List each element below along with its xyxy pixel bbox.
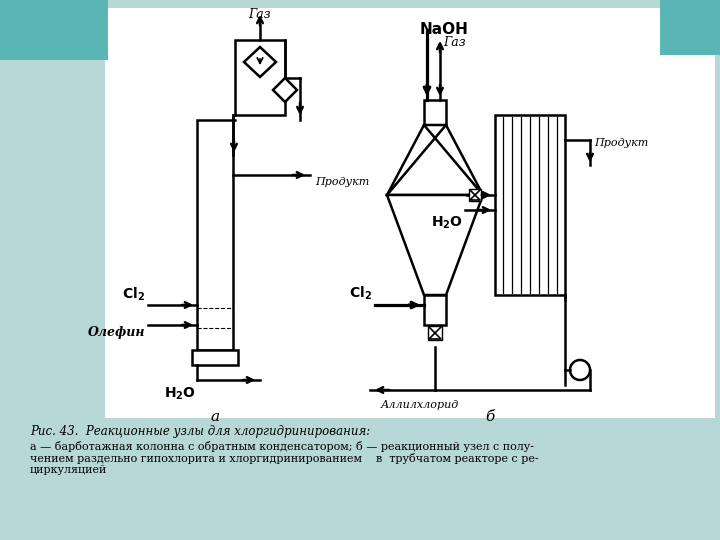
Text: циркуляцией: циркуляцией — [30, 465, 107, 475]
Polygon shape — [387, 125, 483, 195]
Bar — [197, 120, 233, 350]
Bar — [235, 40, 285, 115]
Bar — [495, 115, 565, 295]
Polygon shape — [273, 78, 297, 102]
Bar — [0, 0, 108, 60]
Text: $\mathbf{Cl_2}$: $\mathbf{Cl_2}$ — [349, 285, 372, 302]
Bar — [105, 8, 715, 418]
Text: а: а — [210, 410, 220, 424]
Circle shape — [570, 360, 590, 380]
Text: Олефин: Олефин — [88, 326, 145, 339]
Text: $\mathbf{Cl_2}$: $\mathbf{Cl_2}$ — [122, 286, 145, 303]
Bar — [660, 0, 720, 55]
Text: $\mathbf{H_2O}$: $\mathbf{H_2O}$ — [431, 215, 463, 232]
Bar — [424, 295, 446, 325]
Polygon shape — [387, 195, 483, 295]
Text: Газ: Газ — [248, 8, 271, 21]
Bar — [428, 326, 442, 340]
Bar — [424, 100, 446, 125]
Text: чением раздельно гипохлорита и хлоргидринированием    в  трубчатом реакторе с ре: чением раздельно гипохлорита и хлоргидри… — [30, 453, 539, 464]
Text: Газ: Газ — [443, 36, 466, 49]
Text: Рис. 43.  Реакционные узлы для хлоргидринирования:: Рис. 43. Реакционные узлы для хлоргидрин… — [30, 425, 370, 438]
Text: Аллилхлорид: Аллилхлорид — [381, 400, 459, 410]
Text: Продукт: Продукт — [315, 177, 369, 187]
Polygon shape — [244, 47, 276, 77]
Text: а — барботажная колонна с обратным конденсатором; б — реакционный узел с полу-: а — барботажная колонна с обратным конде… — [30, 441, 534, 452]
Bar — [469, 189, 481, 201]
Bar — [192, 350, 238, 365]
Text: NaOH: NaOH — [420, 22, 469, 37]
Text: $\mathbf{H_2O}$: $\mathbf{H_2O}$ — [164, 386, 196, 402]
Text: б: б — [485, 410, 495, 424]
Text: Продукт: Продукт — [594, 138, 648, 148]
